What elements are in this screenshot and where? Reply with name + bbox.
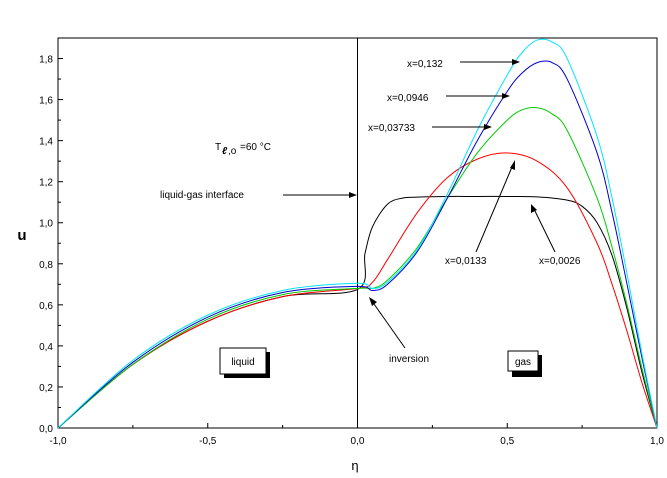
svg-text:,o: ,o (228, 146, 237, 157)
liquid-label: liquid (231, 357, 254, 368)
temperature-label: =60 °C (240, 142, 271, 153)
y-tick-label: 0,4 (39, 342, 53, 353)
x-axis-label: η (351, 458, 358, 473)
x-tick-label: 0,5 (500, 436, 514, 447)
svg-text:ℓ: ℓ (222, 146, 228, 157)
inversion-annotation: inversion (389, 354, 429, 365)
x-tick-label: -1,0 (49, 436, 67, 447)
y-tick-label: 0,0 (39, 424, 53, 435)
label-x00133: x=0,0133 (445, 256, 487, 267)
inversion-arrow-head (369, 297, 377, 306)
liquid-box: liquid (219, 347, 270, 378)
arrow-x00026-head (531, 204, 537, 213)
label-x00026: x=0,0026 (539, 256, 581, 267)
inversion-arrow-line (373, 303, 406, 349)
x-axis-ticks: -1,0 -0,5 0,0 0,5 1,0 (49, 423, 664, 447)
x-tick-label: -0,5 (199, 436, 217, 447)
y-tick-label: 0,2 (39, 383, 53, 394)
arrow-x00946-head (502, 93, 510, 99)
arrow-x00026-line (534, 210, 556, 253)
y-tick-label: 1,0 (39, 219, 53, 230)
arrow-x00133-line (475, 166, 513, 253)
gas-label: gas (515, 357, 531, 368)
y-tick-label: 0,8 (39, 260, 53, 271)
gas-box: gas (507, 350, 542, 377)
series-line-2 (57, 107, 658, 429)
interface-arrow-head (349, 192, 357, 198)
temperature-annotation: T ℓ ,o =60 °C (215, 142, 271, 157)
x-tick-label: 0,0 (351, 436, 365, 447)
series-group (57, 38, 658, 429)
interface-annotation: liquid-gas interface (160, 190, 244, 201)
series-line-1 (57, 152, 658, 429)
label-x00946: x=0,0946 (387, 93, 429, 104)
series-line-3 (57, 60, 658, 429)
label-x0132: x=0,132 (407, 59, 443, 70)
arrow-x003733-head (484, 124, 492, 130)
label-x003733: x=0,03733 (368, 123, 415, 134)
y-tick-label: 0,6 (39, 301, 53, 312)
arrow-x00133-head (510, 160, 515, 170)
y-tick-label: 1,2 (39, 178, 53, 189)
y-axis-label: u (17, 227, 26, 244)
arrow-x0132-head (512, 59, 520, 65)
y-tick-label: 1,6 (39, 96, 53, 107)
svg-text:T: T (215, 142, 221, 153)
y-tick-label: 1,8 (39, 55, 53, 66)
series-line-4 (57, 38, 658, 429)
y-tick-label: 1,4 (39, 137, 53, 148)
y-axis-ticks: 0,0 0,2 0,4 0,6 0,8 1,0 1,2 1,4 1,6 1,8 (39, 55, 63, 435)
x-tick-label: 1,0 (650, 436, 664, 447)
